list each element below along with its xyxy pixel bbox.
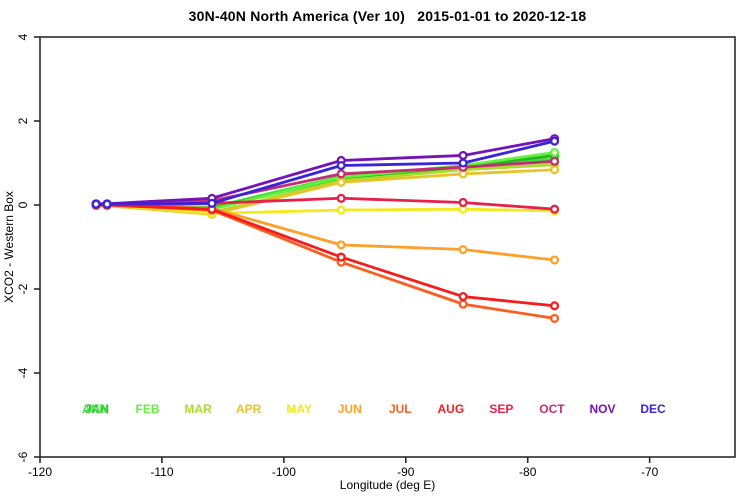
legend-label-JAN: JAN bbox=[85, 402, 109, 416]
series-marker-SEP bbox=[549, 204, 560, 214]
series-marker-DEC bbox=[91, 199, 101, 209]
y-tick-label: -6 bbox=[16, 451, 30, 462]
series-marker-DEC bbox=[102, 199, 112, 209]
series-marker-NOV bbox=[458, 150, 468, 160]
y-tick-label: 0 bbox=[16, 201, 30, 208]
series-marker-APR bbox=[549, 165, 560, 175]
x-tick-label: -100 bbox=[272, 465, 296, 479]
legend-label-MAY: MAY bbox=[286, 402, 312, 416]
series-marker-APR bbox=[336, 177, 346, 187]
legend-label-DEC: DEC bbox=[640, 402, 666, 416]
series-marker-FEB bbox=[549, 147, 560, 158]
plot-border bbox=[39, 36, 736, 458]
legend-label-AUG: AUG bbox=[438, 402, 465, 416]
x-tick-label: -110 bbox=[150, 465, 173, 479]
series-marker-JUN bbox=[336, 240, 346, 250]
series-marker-JUN bbox=[458, 244, 468, 255]
series-marker-DEC bbox=[549, 136, 560, 146]
legend-label-APR: APR bbox=[236, 402, 262, 416]
x-axis-title: Longitude (deg E) bbox=[340, 478, 435, 492]
y-tick-label: 2 bbox=[16, 117, 30, 124]
series-marker-OCT bbox=[549, 156, 560, 166]
legend-label-FEB: FEB bbox=[136, 402, 160, 416]
series-marker-MAY bbox=[336, 205, 346, 215]
y-axis-title: XCO2 - Western Box bbox=[2, 191, 16, 303]
x-tick-label: -90 bbox=[397, 465, 415, 479]
y-tick-label: 4 bbox=[16, 33, 30, 40]
series-marker-JUN bbox=[549, 255, 560, 265]
series-marker-JUL bbox=[549, 313, 560, 323]
series-marker-AUG bbox=[458, 292, 468, 302]
x-tick-label: -120 bbox=[28, 465, 52, 479]
legend-label-NOV: NOV bbox=[589, 402, 615, 416]
series-marker-JUL bbox=[458, 299, 468, 309]
y-tick-label: -4 bbox=[16, 367, 30, 378]
legend-label-SEP: SEP bbox=[489, 402, 513, 416]
series-marker-AUG bbox=[336, 252, 346, 262]
series-marker-DEC bbox=[336, 160, 346, 171]
series-line-JUL bbox=[94, 203, 556, 320]
y-tick-label: -2 bbox=[16, 283, 30, 294]
series-marker-AUG bbox=[549, 301, 560, 311]
x-tick-label: -80 bbox=[519, 465, 537, 479]
legend-label-ANN: ANN bbox=[82, 402, 108, 416]
legend-label-JUN: JUN bbox=[338, 402, 362, 416]
series-marker-OCT bbox=[336, 169, 346, 179]
x-tick-label: -70 bbox=[641, 465, 659, 479]
series-marker-DEC bbox=[458, 158, 468, 168]
legend-label-MAR: MAR bbox=[184, 402, 212, 416]
series-marker-SEP bbox=[336, 193, 346, 203]
legend-label-OCT: OCT bbox=[539, 402, 565, 416]
chart-title: 30N-40N North America (Ver 10) 2015-01-0… bbox=[188, 8, 587, 24]
series-marker-DEC bbox=[207, 198, 217, 208]
series-marker-SEP bbox=[458, 197, 468, 208]
legend-label-JUL: JUL bbox=[389, 402, 412, 416]
